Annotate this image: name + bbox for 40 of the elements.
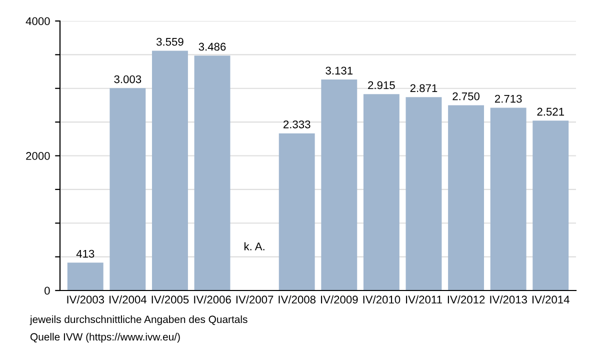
bar xyxy=(490,108,526,290)
data-label: 3.003 xyxy=(114,75,142,84)
bar xyxy=(278,133,315,290)
data-label: 2.915 xyxy=(368,81,395,90)
bar xyxy=(448,105,484,290)
x-tick-label: IV/2003 xyxy=(67,295,104,304)
data-label: 413 xyxy=(76,250,94,258)
data-label: 2.713 xyxy=(494,94,522,103)
x-tick-label: IV/2013 xyxy=(490,295,527,304)
x-tick-label: IV/2004 xyxy=(110,295,146,304)
y-tick-label: 0 xyxy=(44,286,50,295)
x-tick-label: IV/2011 xyxy=(406,295,442,304)
source-note: Quelle IVW (https://www.ivw.eu/) xyxy=(30,332,180,343)
bar xyxy=(321,80,358,290)
data-label: 3.131 xyxy=(326,66,353,75)
data-label: 2.750 xyxy=(452,92,480,100)
x-tick-label: IV/2010 xyxy=(363,295,400,304)
data-label: 2.521 xyxy=(537,108,564,116)
data-label: 3.486 xyxy=(198,42,226,51)
data-label: 3.559 xyxy=(156,38,184,46)
x-tick-label: IV/2014 xyxy=(532,295,570,304)
x-tick-label: IV/2006 xyxy=(194,295,231,304)
bar xyxy=(406,97,442,290)
bar xyxy=(152,50,188,290)
x-tick-label: IV/2007 xyxy=(236,295,274,304)
text: jeweils durchschnittliche Angaben des Quartals xyxy=(30,315,248,326)
y-tick-label: 4000 xyxy=(26,17,50,26)
x-tick-label: IV/2012 xyxy=(448,295,485,304)
bar xyxy=(67,262,104,290)
x-tick-label: IV/2009 xyxy=(321,295,358,304)
x-tick-label: IV/2008 xyxy=(278,295,316,304)
bar xyxy=(532,120,569,290)
bar xyxy=(363,94,400,290)
y-tick-label: 2000 xyxy=(26,152,50,160)
data-label: 2.871 xyxy=(410,84,438,92)
bar xyxy=(110,88,146,290)
bar xyxy=(194,56,230,290)
x-tick-label: IV/2005 xyxy=(152,295,189,304)
data-label: 2.333 xyxy=(284,120,310,128)
text: k. A. xyxy=(244,242,264,250)
